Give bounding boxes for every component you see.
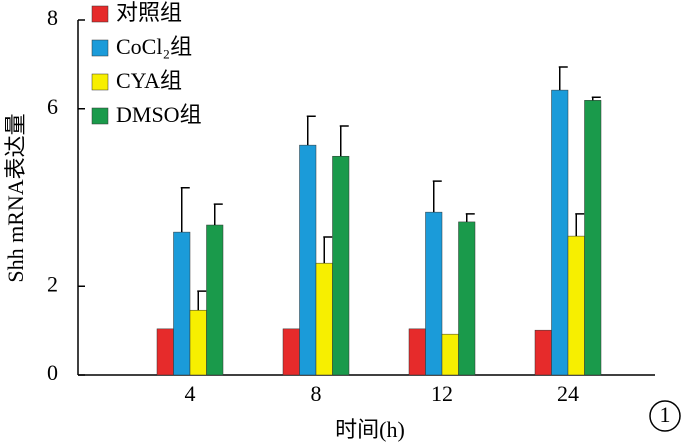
error-bar [575,213,585,237]
error-bar [323,236,333,264]
x-tick-label: 12 [431,381,453,406]
bar [282,328,300,376]
error-bar [339,125,349,157]
legend-swatch [91,5,109,23]
y-tick-label: 6 [47,94,58,119]
annotation: 1 [660,402,671,427]
bar [534,329,552,376]
error-bar [558,66,568,91]
bar [173,231,191,376]
bar [551,89,569,376]
bar [567,235,585,376]
error-bar [180,186,190,233]
bar [584,100,602,376]
bar [425,211,443,376]
error-bar [306,115,316,146]
x-tick-label: 4 [185,381,196,406]
error-bar [465,213,475,222]
error-bar [197,290,207,311]
y-tick-label: 8 [47,5,58,30]
x-tick-label: 24 [557,381,579,406]
bar [189,309,207,376]
bar [441,333,459,376]
bar [206,224,224,376]
legend-swatch [91,107,109,125]
x-axis-label: 时间(h) [335,417,405,442]
error-bar [213,203,223,226]
bar [332,155,350,376]
bar [315,262,333,376]
bar [408,328,426,376]
legend-swatch [91,39,109,57]
y-tick-label: 2 [47,271,58,296]
annotation-circle [649,400,681,432]
legend-swatch [91,73,109,91]
legend-label: CYA组 [116,68,182,93]
y-tick-label: 0 [47,360,58,385]
y-axis-label: Shh mRNA表达量 [3,113,28,282]
error-bar [591,96,601,101]
error-bar [432,180,442,213]
bar [299,144,317,376]
bar [156,328,174,376]
legend-label: DMSO组 [116,102,202,127]
legend-label: CoCl₂组 [116,34,192,59]
x-tick-label: 8 [311,381,322,406]
legend-label: 对照组 [116,0,182,25]
bar [458,221,476,376]
